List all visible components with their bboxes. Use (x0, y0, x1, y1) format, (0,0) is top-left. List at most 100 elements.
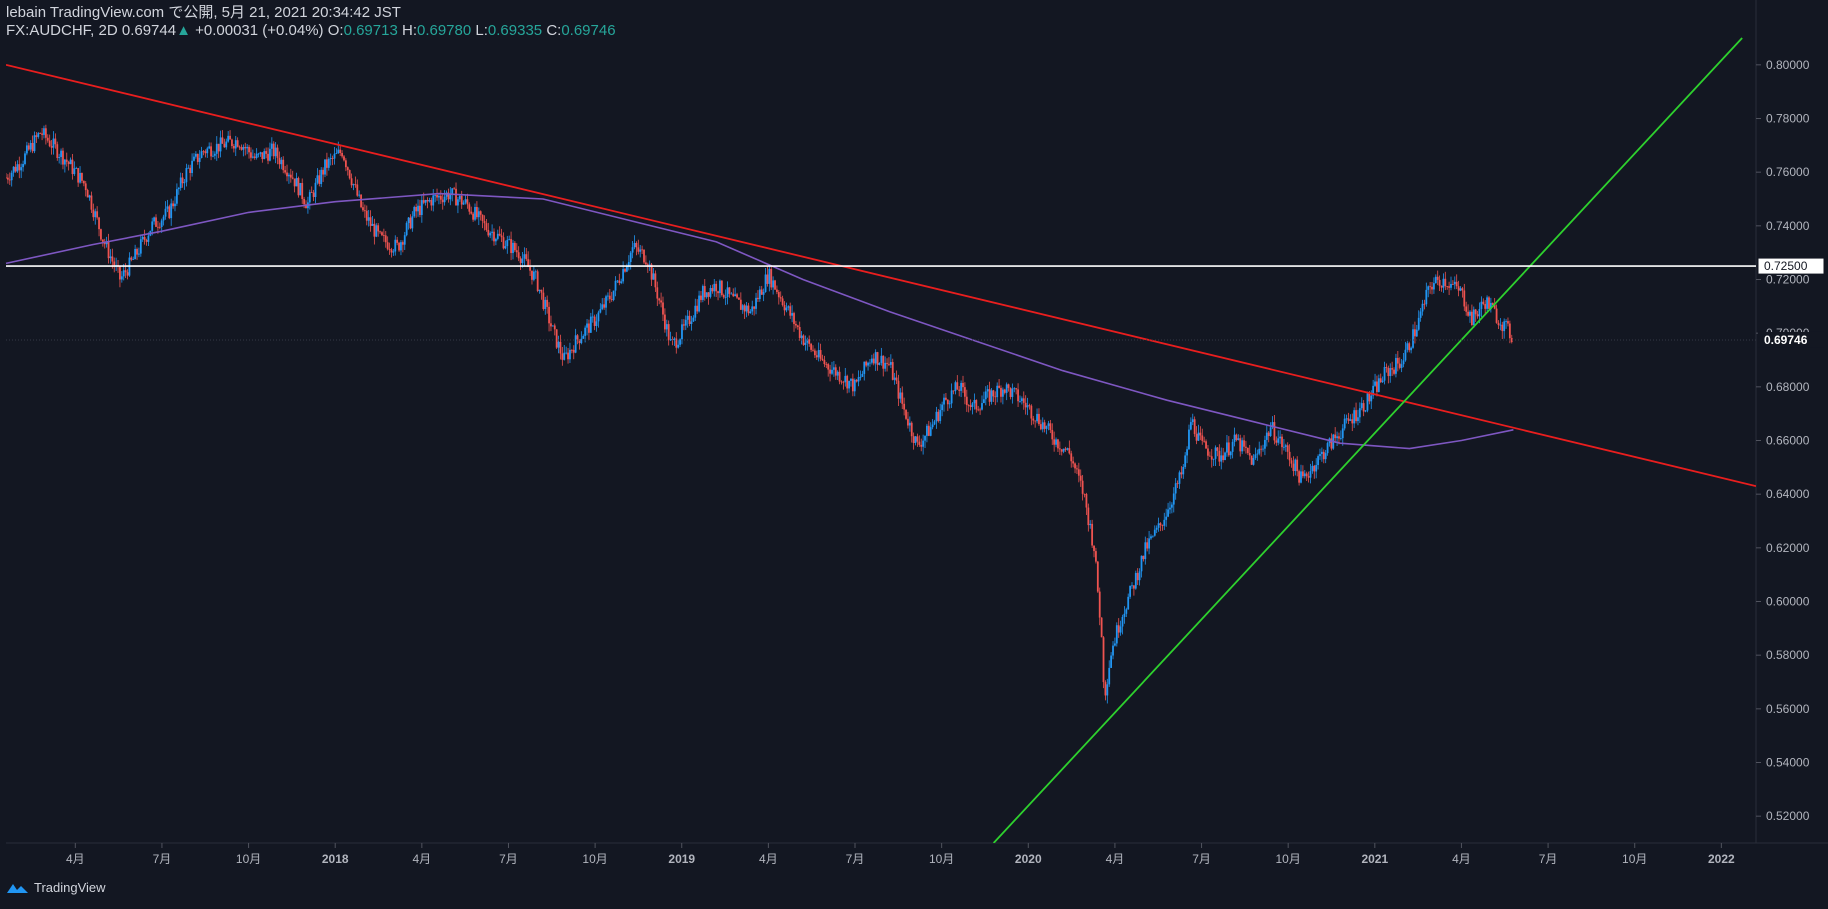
candle-body (559, 341, 562, 354)
candle (658, 297, 661, 305)
candle-body (147, 235, 150, 242)
candle-body (278, 157, 281, 165)
candle-body (464, 199, 467, 203)
candle-body (481, 214, 484, 222)
candle (589, 312, 592, 333)
candle (39, 132, 42, 134)
candle (684, 315, 687, 331)
candle-body (177, 187, 180, 190)
candle (793, 311, 795, 332)
candle-body (848, 380, 850, 389)
candle-body (679, 339, 681, 345)
y-tick-label: 0.52000 (1766, 809, 1810, 823)
candle-body (578, 339, 581, 344)
candle (468, 202, 471, 215)
candle-body (952, 390, 955, 392)
candle (386, 236, 389, 251)
candle-body (1341, 428, 1344, 439)
candle (217, 143, 220, 159)
candle (605, 294, 607, 316)
candle (1053, 431, 1056, 452)
candle (675, 332, 678, 354)
candle-body (1110, 655, 1113, 668)
candle-body (1507, 321, 1509, 324)
candle (599, 303, 602, 314)
candle-body (962, 382, 964, 388)
symbol-label[interactable]: FX:AUDCHF, 2D (6, 22, 118, 39)
candle-body (411, 216, 414, 229)
candle-body (1178, 472, 1181, 484)
candle-body (1180, 472, 1183, 475)
x-tick-label: 4月 (759, 852, 778, 866)
candle (358, 190, 361, 198)
candle-body (895, 377, 898, 381)
candle-body (386, 242, 389, 250)
candle (1064, 446, 1067, 452)
candle-body (67, 161, 70, 165)
candle (346, 166, 349, 176)
candle (1239, 434, 1242, 457)
candle (529, 259, 531, 276)
candle-body (1026, 405, 1029, 408)
candle (965, 389, 968, 412)
candle (1269, 422, 1272, 437)
candle (301, 178, 304, 204)
candle (745, 301, 748, 318)
candle (832, 361, 835, 377)
candle-body (677, 344, 680, 348)
publish-info: lebain TradingView.com で公開, 5月 21, 2021 … (6, 4, 401, 21)
candle-body (743, 305, 746, 312)
candle (314, 178, 317, 204)
candle (662, 296, 664, 321)
candle (1049, 419, 1052, 434)
candle-body (1393, 369, 1395, 374)
candle-body (948, 403, 951, 405)
candle (1222, 447, 1225, 463)
candle-body (772, 280, 775, 288)
candle-body (1106, 684, 1109, 696)
brand-label[interactable]: TradingView (34, 880, 106, 895)
candle (857, 370, 860, 387)
candle-body (86, 190, 89, 198)
candle-body (155, 217, 157, 227)
candle-body (1292, 463, 1295, 472)
candle-body (629, 252, 632, 263)
candle (730, 292, 733, 295)
candle (1440, 285, 1443, 292)
candle-body (1125, 609, 1128, 614)
candle (536, 269, 539, 293)
candle-body (926, 425, 928, 436)
candle-body (819, 350, 822, 359)
candle (1376, 375, 1378, 397)
resistance-trendline-group (6, 63, 1756, 487)
candle (27, 142, 30, 151)
candle-body (1383, 367, 1386, 381)
candle-body (305, 204, 307, 209)
candle (1186, 446, 1188, 464)
candle (208, 142, 211, 150)
candle (905, 409, 907, 421)
candle-body (485, 223, 488, 230)
candle-body (1284, 445, 1287, 447)
candle-body (12, 166, 15, 173)
candle (1085, 492, 1088, 515)
candle-body (1379, 378, 1382, 383)
candle-body (582, 335, 585, 339)
candle-body (69, 159, 72, 165)
candle (732, 288, 735, 298)
candle (665, 319, 668, 337)
candle (1355, 402, 1357, 424)
candle (187, 164, 190, 169)
candle (1309, 463, 1312, 484)
candle (1165, 508, 1168, 527)
candle-body (261, 152, 264, 160)
candle-body (749, 311, 752, 314)
candle-body (1412, 329, 1414, 348)
candle (1374, 373, 1376, 387)
candle-body (168, 206, 171, 219)
candle (622, 261, 625, 284)
candle-body (310, 192, 313, 193)
candle-body (865, 361, 868, 366)
candle-body (1085, 494, 1088, 508)
